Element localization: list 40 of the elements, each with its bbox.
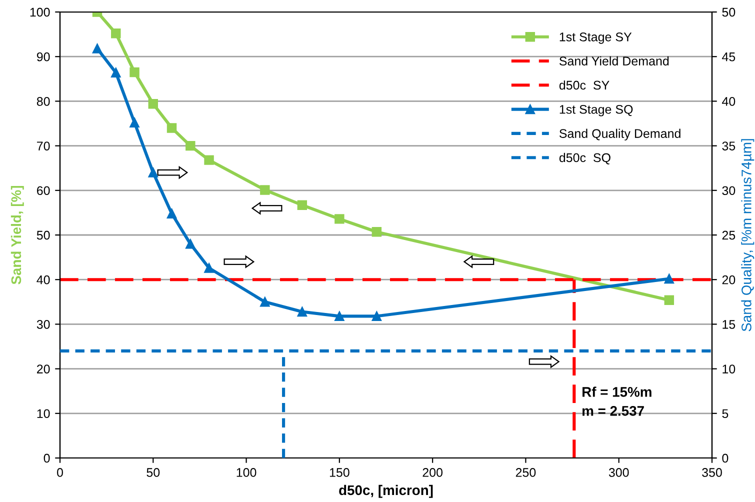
- y2-tick-label: 35: [722, 142, 736, 150]
- legend-label: Sand Quality Demand: [559, 128, 680, 140]
- y2-tick-label: 50: [722, 8, 736, 17]
- x-tick-label: 250: [516, 468, 536, 477]
- y2-axis-title: Sand Quality, [%m minus74µm]: [741, 139, 754, 332]
- y2-tick-label: 15: [722, 320, 736, 329]
- y-tick-label: 70: [37, 142, 50, 150]
- x-tick-label: 50: [146, 468, 160, 477]
- legend-label: 1st Stage SQ: [560, 104, 633, 116]
- y2-tick-label: 5: [722, 409, 728, 418]
- y-tick-label: 100: [30, 8, 50, 17]
- y-tick-label: 0: [44, 454, 50, 463]
- legend-label: d50c SQ: [559, 152, 610, 164]
- y2-tick-label: 25: [722, 230, 736, 240]
- y-tick-label: 60: [37, 186, 50, 196]
- y-tick-label: 50: [36, 230, 50, 240]
- y-tick-label: 80: [36, 97, 50, 106]
- y2-tick-label: 30: [722, 186, 736, 196]
- y-tick-label: 40: [36, 275, 50, 284]
- x-tick-label: 100: [236, 468, 256, 477]
- legend-label: Sand Yield Demand: [559, 56, 669, 66]
- x-tick-label: 350: [702, 468, 722, 477]
- y-axis-title: Sand Yield, [%]: [10, 186, 24, 284]
- y2-tick-label: 40: [722, 97, 736, 106]
- y-tick-label: 20: [37, 364, 50, 374]
- y-tick-label: 10: [37, 409, 50, 418]
- y2-tick-label: 45: [722, 52, 736, 62]
- x-tick-label: 150: [330, 468, 350, 477]
- x-tick-label: 0: [57, 468, 63, 477]
- x-axis-title: d50c, [micron]: [339, 484, 433, 498]
- annotation: Rf = 15%m m = 2.537: [582, 386, 652, 416]
- x-tick-label: 200: [422, 468, 443, 477]
- y-tick-label: 30: [36, 320, 50, 329]
- x-tick-label: 300: [608, 468, 629, 477]
- y2-tick-label: 20: [722, 275, 736, 284]
- y2-tick-label: 0: [722, 454, 728, 463]
- y2-tick-label: 10: [722, 364, 736, 374]
- legend-label: 1st Stage SY: [560, 32, 632, 44]
- legend-label: d50c SY: [559, 80, 610, 90]
- y-tick-label: 90: [36, 52, 50, 62]
